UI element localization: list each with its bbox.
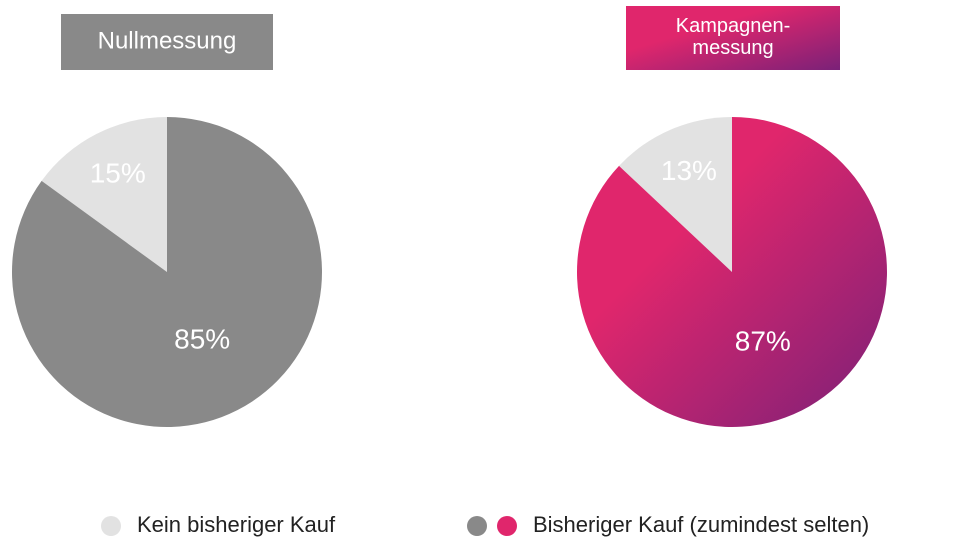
pie-slice: [619, 117, 732, 272]
pie-slice: [11, 117, 323, 427]
slice-label: 85%: [174, 323, 230, 354]
legend-swatch: [467, 516, 487, 536]
slice-label: 15%: [90, 158, 146, 189]
legend-label: Bisheriger Kauf (zumindest selten): [533, 512, 869, 537]
legend-label: Kein bisheriger Kauf: [137, 512, 336, 537]
title-line: messung: [692, 37, 773, 59]
slice-label: 87%: [735, 326, 791, 357]
title-box: [61, 14, 273, 70]
pie-slice: [41, 117, 167, 272]
pie-slice: [576, 117, 887, 427]
legend-swatch: [101, 516, 121, 536]
legend-swatch: [497, 516, 517, 536]
title-box: [626, 6, 840, 70]
title-line: Kampagnen-: [676, 15, 791, 37]
chart-title: Nullmessung: [98, 27, 237, 54]
chart-title: Kampagnen-messung: [676, 15, 791, 59]
slice-label: 13%: [661, 155, 717, 186]
